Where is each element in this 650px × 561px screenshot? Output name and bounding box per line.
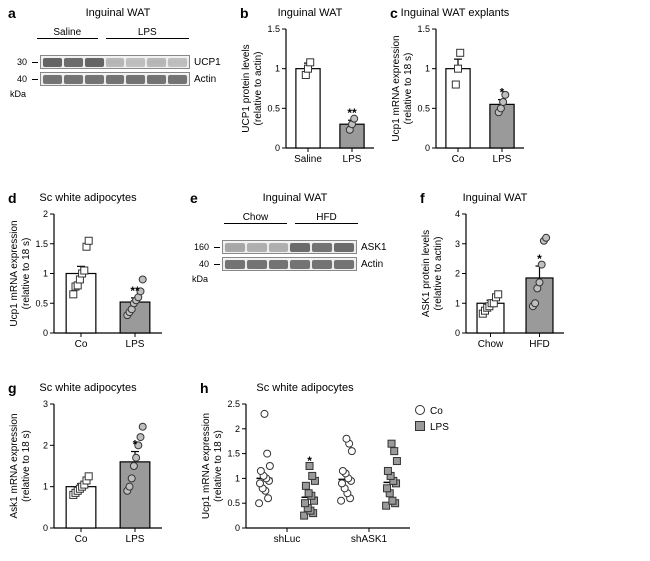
svg-text:LPS: LPS [430, 422, 449, 433]
group-lps: LPS [102, 27, 193, 39]
svg-text:1: 1 [275, 64, 280, 74]
svg-text:(relative to actin): (relative to actin) [253, 52, 264, 126]
svg-text:(relative to 18 s): (relative to 18 s) [403, 53, 414, 125]
svg-text:(relative to 18 s): (relative to 18 s) [21, 430, 32, 502]
blot-a-groups: Saline LPS [33, 27, 193, 39]
panel-a-title: Inguinal WAT [8, 7, 228, 19]
svg-text:1.5: 1.5 [227, 449, 240, 459]
svg-text:1: 1 [235, 473, 240, 483]
svg-text:*: * [537, 252, 542, 266]
svg-text:0: 0 [235, 523, 240, 533]
svg-text:Saline: Saline [294, 154, 322, 165]
blot-e: 160ASK140ActinkDa [190, 240, 400, 284]
svg-text:0: 0 [425, 143, 430, 153]
group-chow-label: Chow [220, 212, 291, 223]
svg-text:0.5: 0.5 [267, 103, 280, 113]
svg-text:2: 2 [455, 269, 460, 279]
panel-c: c Inguinal WAT explants 00.511.5Ucp1 mRN… [390, 5, 530, 175]
group-hfd-label: HFD [291, 212, 362, 223]
panel-b: b Inguinal WAT 00.511.5UCP1 protein leve… [240, 5, 380, 175]
svg-text:1: 1 [43, 269, 48, 279]
chart-d: 0 0.5 1 1.5 2 Ucp1 mRNA expression(relative t… [8, 206, 168, 361]
group-saline: Saline [33, 27, 102, 39]
svg-text:Ucp1 mRNA expression: Ucp1 mRNA expression [9, 220, 20, 326]
svg-text:1: 1 [455, 298, 460, 308]
svg-text:shLuc: shLuc [274, 534, 301, 545]
chart-g: 0 1 2 3 Ask1 mRNA expression(relative to 18 … [8, 396, 168, 556]
panel-d-title: Sc white adipocytes [8, 192, 168, 204]
svg-text:(relative to actin): (relative to actin) [433, 237, 444, 311]
svg-text:*: * [307, 454, 312, 468]
chart-b: 0 0.5 1 1.5 UCP1 protein levels(relative to … [240, 21, 380, 176]
group-lps-label: LPS [102, 27, 193, 38]
svg-text:*: * [133, 438, 138, 452]
svg-text:Co: Co [452, 154, 465, 165]
panel-a: a Inguinal WAT Saline LPS 30UCP140Actink… [8, 5, 228, 153]
panel-c-title: Inguinal WAT explants [385, 7, 525, 19]
svg-text:1: 1 [425, 64, 430, 74]
svg-text:shASK1: shASK1 [351, 534, 388, 545]
svg-text:1: 1 [43, 482, 48, 492]
chart-h: 0 0.5 1 1.5 2 2.5 Ucp1 mRNA expression(relativ… [200, 396, 480, 556]
svg-text:4: 4 [455, 209, 460, 219]
svg-text:3: 3 [43, 399, 48, 409]
svg-text:Co: Co [430, 406, 443, 417]
panel-e: e Inguinal WAT Chow HFD 160ASK140ActinkD… [190, 190, 400, 338]
svg-text:3: 3 [455, 239, 460, 249]
svg-text:0.5: 0.5 [417, 103, 430, 113]
svg-text:LPS: LPS [493, 154, 512, 165]
svg-text:**: ** [347, 106, 357, 120]
group-hfd: HFD [291, 212, 362, 224]
svg-text:(relative to 18 s): (relative to 18 s) [213, 430, 224, 502]
blot-a: 30UCP140ActinkDa [8, 55, 228, 99]
svg-text:*: * [500, 86, 505, 100]
svg-text:0.5: 0.5 [35, 298, 48, 308]
svg-text:1.5: 1.5 [267, 24, 280, 34]
svg-text:LPS: LPS [126, 534, 145, 545]
svg-text:Ucp1 mRNA expression: Ucp1 mRNA expression [391, 35, 402, 141]
svg-text:2: 2 [43, 440, 48, 450]
svg-text:**: ** [130, 284, 140, 298]
panel-f: f Inguinal WAT 01234ASK1 protein levels(… [420, 190, 570, 360]
panel-g: g Sc white adipocytes 0123Ask1 mRNA expr… [8, 380, 168, 555]
panel-b-title: Inguinal WAT [240, 7, 380, 19]
svg-text:0: 0 [455, 328, 460, 338]
panel-f-title: Inguinal WAT [420, 192, 570, 204]
svg-text:2: 2 [235, 424, 240, 434]
panel-h-title: Sc white adipocytes [200, 382, 410, 394]
panel-h: h Sc white adipocytes 00.511.522.5Ucp1 m… [200, 380, 480, 555]
svg-text:Co: Co [75, 339, 88, 350]
panel-e-title: Inguinal WAT [190, 192, 400, 204]
svg-text:2.5: 2.5 [227, 399, 240, 409]
svg-text:LPS: LPS [126, 339, 145, 350]
group-chow: Chow [220, 212, 291, 224]
svg-text:(relative to 18 s): (relative to 18 s) [21, 238, 32, 310]
svg-text:Co: Co [75, 534, 88, 545]
svg-text:Chow: Chow [478, 339, 504, 350]
chart-c: 0 0.5 1 1.5 Ucp1 mRNA expression(relative to… [390, 21, 530, 176]
svg-text:Ask1 mRNA expression: Ask1 mRNA expression [9, 413, 20, 518]
svg-text:Ucp1 mRNA expression: Ucp1 mRNA expression [201, 413, 212, 519]
svg-text:1.5: 1.5 [417, 24, 430, 34]
svg-text:ASK1 protein levels: ASK1 protein levels [421, 230, 432, 317]
panel-g-title: Sc white adipocytes [8, 382, 168, 394]
svg-text:0: 0 [43, 523, 48, 533]
panel-d: d Sc white adipocytes 00.511.52Ucp1 mRNA… [8, 190, 168, 360]
blot-e-groups: Chow HFD [220, 212, 362, 224]
svg-text:0: 0 [275, 143, 280, 153]
svg-text:HFD: HFD [529, 339, 550, 350]
svg-text:UCP1 protein levels: UCP1 protein levels [241, 44, 252, 132]
svg-text:LPS: LPS [343, 154, 362, 165]
svg-text:2: 2 [43, 209, 48, 219]
svg-text:0.5: 0.5 [227, 498, 240, 508]
svg-text:0: 0 [43, 328, 48, 338]
group-saline-label: Saline [33, 27, 102, 38]
svg-text:1.5: 1.5 [35, 239, 48, 249]
chart-f: 0 1 2 3 4 ASK1 protein levels(relative to act… [420, 206, 570, 361]
